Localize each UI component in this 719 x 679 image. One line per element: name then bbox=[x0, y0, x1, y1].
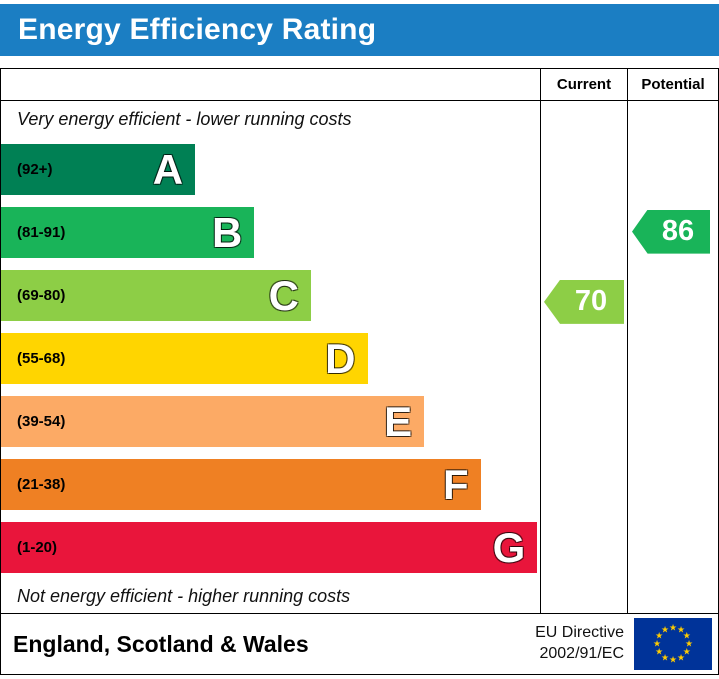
eu-directive-line2: 2002/91/EC bbox=[539, 645, 624, 662]
bands-column-header-spacer bbox=[1, 69, 540, 100]
eu-directive-text: EU Directive 2002/91/EC bbox=[535, 623, 624, 665]
current-column-header: Current bbox=[540, 69, 627, 100]
band-range-label: (69-80) bbox=[17, 287, 66, 304]
eu-flag-star: ★ bbox=[660, 652, 670, 663]
potential-rating-value: 86 bbox=[661, 215, 695, 248]
band-range-label: (92+) bbox=[17, 161, 53, 178]
band-letter: D bbox=[325, 334, 356, 382]
band-list: (92+) A (81-91) B (69-80) C (55-68) D (3… bbox=[1, 138, 540, 579]
eu-flag-star: ★ bbox=[684, 638, 694, 649]
rating-band-row: (1-20) G bbox=[1, 516, 540, 579]
rating-band-bar: (39-54) E bbox=[1, 396, 425, 447]
rating-band-bar: (81-91) B bbox=[1, 207, 255, 258]
chart-title: Energy Efficiency Rating bbox=[18, 13, 377, 46]
band-range-label: (39-54) bbox=[17, 413, 66, 430]
epc-page: Energy Efficiency Rating Current Potenti… bbox=[0, 4, 719, 679]
top-note: Very energy efficient - lower running co… bbox=[17, 109, 352, 129]
chart-title-bar: Energy Efficiency Rating bbox=[0, 4, 719, 56]
band-range-label: (55-68) bbox=[17, 350, 66, 367]
eu-directive-block: EU Directive 2002/91/EC ★ ★ ★ ★ ★ ★ ★ ★ ★ ★ ★ ★ bbox=[535, 618, 712, 670]
eu-flag-star: ★ bbox=[655, 630, 664, 641]
eu-flag-star: ★ bbox=[676, 652, 686, 663]
eu-directive-line1: EU Directive bbox=[535, 624, 624, 642]
band-letter: G bbox=[492, 523, 526, 571]
rating-band-row: (39-54) E bbox=[1, 390, 540, 453]
eu-flag-star: ★ bbox=[668, 654, 678, 665]
eu-flag-star: ★ bbox=[682, 630, 691, 641]
band-letter: B bbox=[211, 208, 243, 256]
band-range-label: (1-20) bbox=[17, 539, 58, 556]
potential-column-header: Potential bbox=[627, 69, 718, 100]
rating-band-bar: (1-20) G bbox=[1, 522, 538, 573]
current-rating-value: 70 bbox=[574, 285, 608, 318]
eu-flag-star: ★ bbox=[660, 624, 670, 635]
chart-body: Very energy efficient - lower running co… bbox=[1, 101, 718, 613]
eu-flag-star: ★ bbox=[682, 646, 691, 657]
potential-rating-column: 86 bbox=[627, 101, 718, 613]
eu-flag-star: ★ bbox=[652, 638, 662, 649]
eu-flag-star: ★ bbox=[655, 646, 664, 657]
rating-band-row: (92+) A bbox=[1, 138, 540, 201]
potential-rating-arrow: 86 bbox=[632, 209, 710, 254]
rating-band-row: (21-38) F bbox=[1, 453, 540, 516]
band-range-label: (81-91) bbox=[17, 224, 66, 241]
rating-band-bar: (21-38) F bbox=[1, 459, 481, 510]
bands-area: Very energy efficient - lower running co… bbox=[1, 101, 540, 613]
band-letter: C bbox=[268, 271, 299, 319]
rating-band-row: (55-68) D bbox=[1, 327, 540, 390]
band-letter: A bbox=[152, 145, 184, 193]
rating-band-row: (69-80) C bbox=[1, 264, 540, 327]
region-label: England, Scotland & Wales bbox=[13, 630, 309, 657]
band-letter: E bbox=[384, 397, 413, 445]
current-rating-arrow: 70 bbox=[544, 279, 624, 324]
band-range-label: (21-38) bbox=[17, 476, 66, 493]
rating-band-bar: (92+) A bbox=[1, 144, 196, 195]
current-rating-column: 70 bbox=[540, 101, 627, 613]
column-header-row: Current Potential bbox=[1, 69, 718, 101]
rating-band-row: (81-91) B bbox=[1, 201, 540, 264]
chart-footer: England, Scotland & Wales EU Directive 2… bbox=[1, 613, 718, 674]
rating-band-bar: (69-80) C bbox=[1, 270, 311, 321]
eu-flag-star: ★ bbox=[676, 624, 686, 635]
band-letter: F bbox=[443, 460, 469, 508]
eu-flag-icon: ★ ★ ★ ★ ★ ★ ★ ★ ★ ★ ★ ★ bbox=[634, 618, 712, 670]
rating-band-bar: (55-68) D bbox=[1, 333, 368, 384]
rating-chart-frame: Current Potential Very energy efficient … bbox=[0, 68, 719, 675]
bottom-note: Not energy efficient - higher running co… bbox=[17, 585, 351, 606]
eu-flag-star: ★ bbox=[668, 622, 678, 633]
